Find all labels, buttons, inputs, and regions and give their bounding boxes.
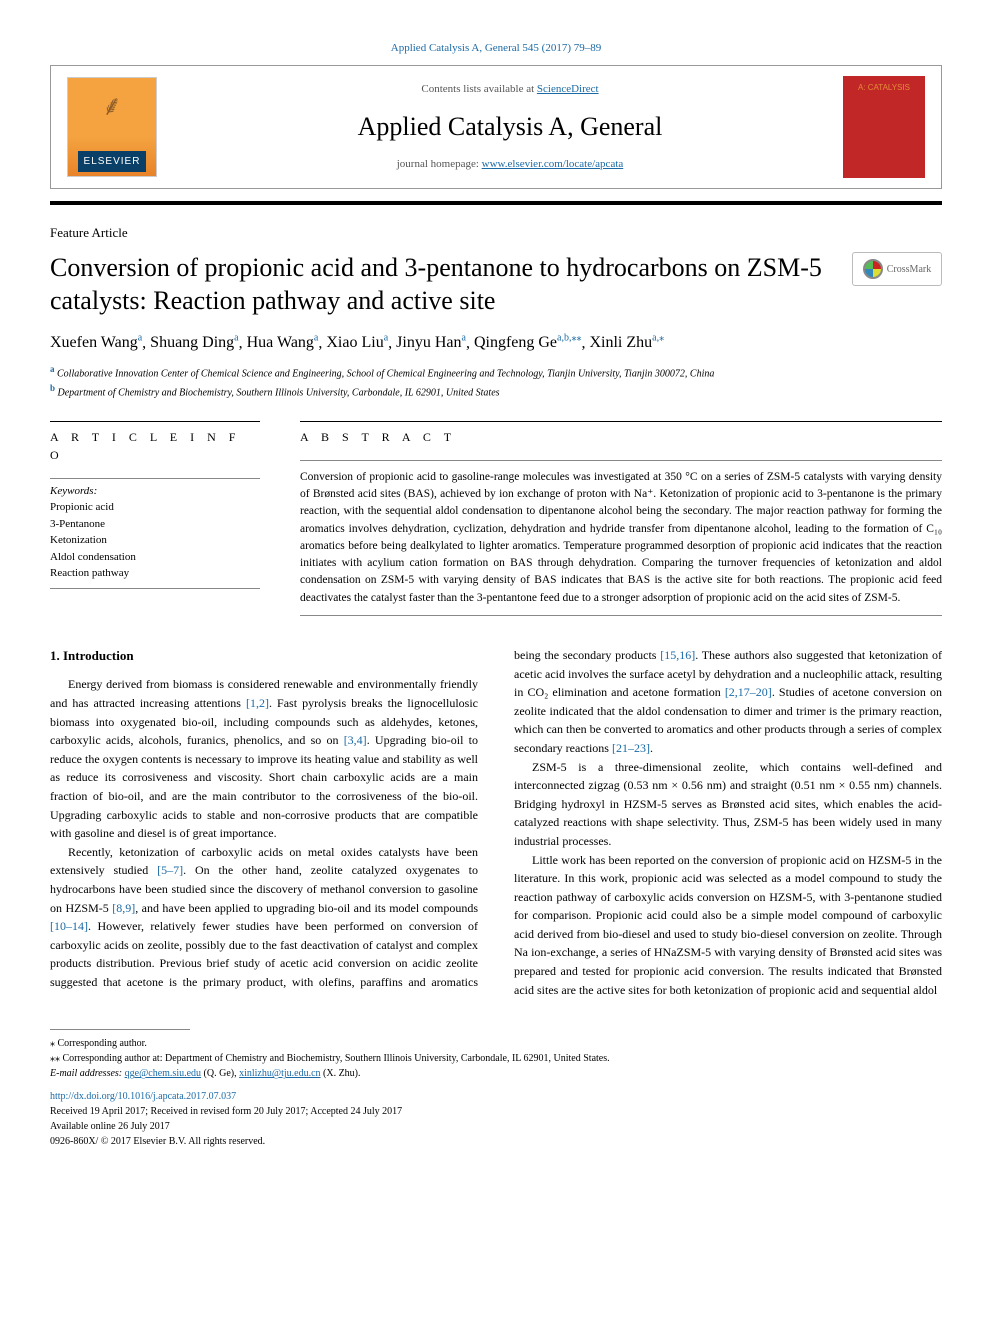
body-paragraph: ZSM-5 is a three-dimensional zeolite, wh… bbox=[514, 758, 942, 851]
journal-homepage-line: journal homepage: www.elsevier.com/locat… bbox=[177, 156, 843, 173]
email-link[interactable]: qge@chem.siu.edu bbox=[125, 1068, 201, 1079]
contents-available-line: Contents lists available at ScienceDirec… bbox=[177, 81, 843, 98]
journal-header: ⸙ ELSEVIER Contents lists available at S… bbox=[50, 65, 942, 189]
abstract-heading: A B S T R A C T bbox=[300, 421, 942, 446]
affiliations: a Collaborative Innovation Center of Che… bbox=[50, 363, 942, 401]
elsevier-brand: ELSEVIER bbox=[78, 151, 147, 172]
contents-prefix: Contents lists available at bbox=[421, 83, 536, 95]
author: Shuang Dinga bbox=[150, 334, 238, 351]
author: Qingfeng Gea,b,⁎⁎ bbox=[474, 334, 582, 351]
citation-link[interactable]: [10–14] bbox=[50, 919, 88, 933]
citation-link[interactable]: [8,9] bbox=[112, 901, 135, 915]
history-received: Received 19 April 2017; Received in revi… bbox=[50, 1104, 942, 1119]
author: Xiao Liua bbox=[326, 334, 388, 351]
journal-homepage-link[interactable]: www.elsevier.com/locate/apcata bbox=[482, 158, 624, 170]
introduction-heading: 1. Introduction bbox=[50, 646, 478, 666]
citation-line: Applied Catalysis A, General 545 (2017) … bbox=[50, 40, 942, 65]
keywords-list: Propionic acid 3-Pentanone Ketonization … bbox=[50, 499, 260, 589]
homepage-prefix: journal homepage: bbox=[397, 158, 482, 170]
sciencedirect-link[interactable]: ScienceDirect bbox=[537, 83, 599, 95]
keyword: 3-Pentanone bbox=[50, 516, 260, 533]
crossmark-icon bbox=[863, 259, 883, 279]
article-history: Received 19 April 2017; Received in revi… bbox=[50, 1104, 942, 1149]
copyright-line: 0926-860X/ © 2017 Elsevier B.V. All righ… bbox=[50, 1134, 942, 1149]
author-list: Xuefen Wanga, Shuang Dinga, Hua Wanga, X… bbox=[50, 331, 942, 355]
crossmark-label: CrossMark bbox=[887, 262, 931, 277]
keyword: Propionic acid bbox=[50, 499, 260, 516]
email-link[interactable]: xinlizhu@tju.edu.cn bbox=[239, 1068, 320, 1079]
article-info-heading: A R T I C L E I N F O bbox=[50, 421, 260, 464]
affiliation-a: a Collaborative Innovation Center of Che… bbox=[50, 363, 942, 382]
keyword: Ketonization bbox=[50, 532, 260, 549]
author: Hua Wanga bbox=[247, 334, 319, 351]
citation-link[interactable]: [2,17–20] bbox=[725, 685, 772, 699]
affiliation-b: b Department of Chemistry and Biochemist… bbox=[50, 382, 942, 401]
author: Xinli Zhua,⁎ bbox=[589, 334, 664, 351]
author: Jinyu Hana bbox=[396, 334, 466, 351]
keyword: Reaction pathway bbox=[50, 565, 260, 582]
keywords-label: Keywords: bbox=[50, 478, 260, 500]
corresponding-author-note: ⁎ Corresponding author. bbox=[50, 1036, 942, 1051]
crossmark-badge[interactable]: CrossMark bbox=[852, 252, 942, 286]
journal-cover-thumb: A: CATALYSIS bbox=[843, 76, 925, 178]
body-paragraph: Little work has been reported on the con… bbox=[514, 851, 942, 1000]
citation-link[interactable]: [15,16] bbox=[660, 648, 695, 662]
history-online: Available online 26 July 2017 bbox=[50, 1119, 942, 1134]
abstract-text: Conversion of propionic acid to gasoline… bbox=[300, 460, 942, 616]
journal-title: Applied Catalysis A, General bbox=[177, 107, 843, 146]
citation-link[interactable]: [3,4] bbox=[344, 733, 367, 747]
footnote-rule bbox=[50, 1029, 190, 1030]
citation-link[interactable]: [21–23] bbox=[612, 741, 650, 755]
body-two-column: 1. Introduction Energy derived from biom… bbox=[50, 646, 942, 999]
elsevier-tree-icon: ⸙ bbox=[101, 86, 122, 128]
citation-link[interactable]: [5–7] bbox=[157, 863, 183, 877]
citation-link[interactable]: [1,2] bbox=[246, 696, 269, 710]
corresponding-author-note: ⁎⁎ Corresponding author at: Department o… bbox=[50, 1051, 942, 1066]
footnotes: ⁎ Corresponding author. ⁎⁎ Corresponding… bbox=[50, 1036, 942, 1081]
elsevier-logo: ⸙ ELSEVIER bbox=[67, 77, 157, 177]
keyword: Aldol condensation bbox=[50, 549, 260, 566]
header-rule bbox=[50, 201, 942, 205]
author: Xuefen Wanga bbox=[50, 334, 142, 351]
article-type: Feature Article bbox=[50, 223, 942, 243]
paper-title: Conversion of propionic acid and 3-penta… bbox=[50, 252, 836, 317]
body-paragraph: Energy derived from biomass is considere… bbox=[50, 675, 478, 842]
email-line: E-mail addresses: qge@chem.siu.edu (Q. G… bbox=[50, 1066, 942, 1081]
doi-link[interactable]: http://dx.doi.org/10.1016/j.apcata.2017.… bbox=[50, 1089, 942, 1104]
